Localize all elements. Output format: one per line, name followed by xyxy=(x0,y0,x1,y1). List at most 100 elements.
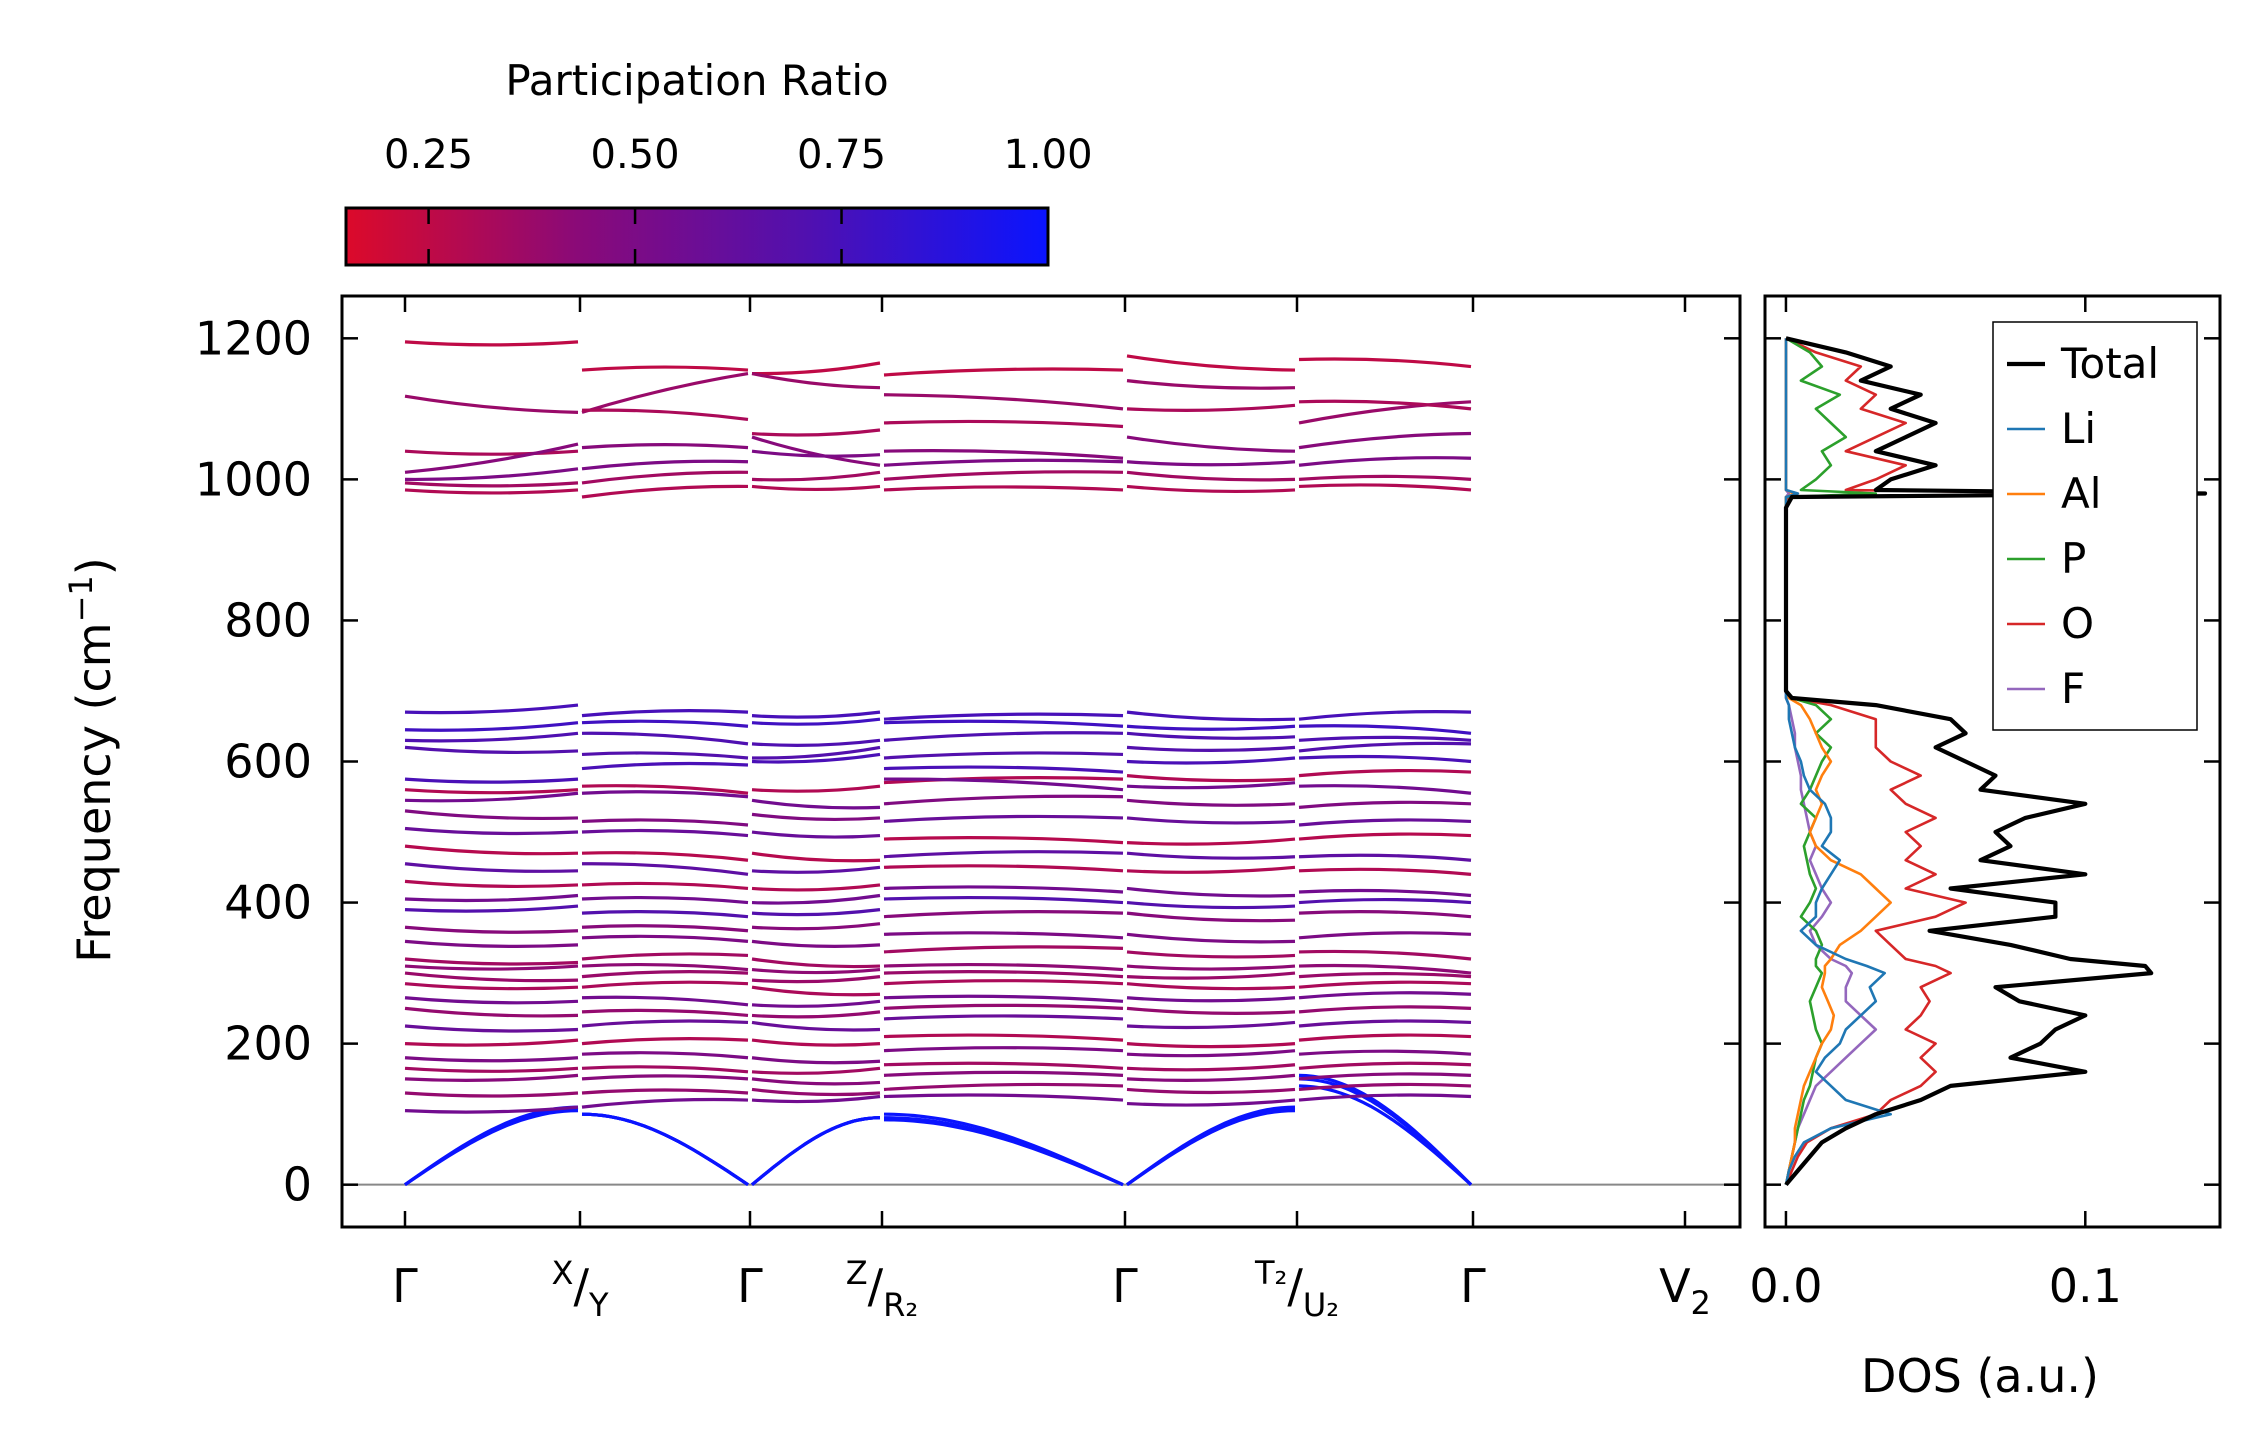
optical-branch xyxy=(1298,972,1472,979)
optical-branch xyxy=(581,910,749,919)
optical-branch xyxy=(581,1019,749,1028)
optical-branch xyxy=(751,893,881,905)
y-tick-label: 400 xyxy=(224,876,312,930)
optical-branch xyxy=(1126,816,1296,825)
optical-branch xyxy=(581,790,749,799)
colorbar-tick-label: 0.25 xyxy=(384,132,473,178)
optical-branch xyxy=(883,751,1124,760)
optical-branch xyxy=(1298,853,1472,862)
acoustic-branch xyxy=(581,1112,749,1187)
optical-branch xyxy=(1298,456,1472,467)
optical-branch xyxy=(1126,354,1296,372)
optical-branch xyxy=(1298,399,1472,411)
optical-branch xyxy=(1126,837,1296,846)
kpoint-label: Γ xyxy=(737,1259,763,1313)
optical-branch xyxy=(1298,710,1472,721)
optical-branch xyxy=(883,864,1124,873)
optical-branch xyxy=(404,862,579,873)
optical-branch xyxy=(751,752,881,764)
optical-branch xyxy=(581,934,749,943)
optical-branch xyxy=(751,784,881,793)
optical-branch xyxy=(1298,867,1472,876)
optical-branch xyxy=(581,372,749,414)
optical-branch xyxy=(1298,1061,1472,1070)
optical-branch xyxy=(1298,754,1472,764)
optical-branch xyxy=(751,372,881,390)
optical-branch xyxy=(751,957,881,969)
band-lines xyxy=(342,340,1740,1187)
optical-branch xyxy=(1298,735,1472,742)
optical-branch xyxy=(751,449,881,458)
optical-branch xyxy=(581,970,749,979)
optical-branch xyxy=(751,883,881,892)
acoustic-branch xyxy=(1298,1073,1473,1186)
optical-branch xyxy=(1298,483,1472,492)
optical-branch xyxy=(1126,1049,1296,1058)
optical-branch xyxy=(581,1051,749,1060)
optical-branch xyxy=(751,1038,881,1047)
kpoint-label: Γ xyxy=(1112,1259,1138,1313)
optical-branch xyxy=(1126,484,1296,494)
optical-branch xyxy=(581,470,749,485)
legend: Total Li Al POF xyxy=(1992,321,2198,731)
optical-branch xyxy=(1126,1087,1296,1095)
optical-branch xyxy=(751,830,881,839)
optical-branch xyxy=(581,952,749,961)
legend-label-f: F xyxy=(2061,664,2085,713)
optical-branch xyxy=(1126,996,1296,1003)
optical-branch xyxy=(751,939,881,948)
acoustic-branch xyxy=(404,1105,579,1187)
optical-branch xyxy=(404,1073,579,1082)
optical-branch xyxy=(404,844,579,856)
optical-branch xyxy=(404,826,579,836)
optical-branch xyxy=(1126,460,1296,467)
optical-branch xyxy=(1298,991,1472,1000)
kpoint-label: Γ xyxy=(392,1259,418,1313)
optical-branch xyxy=(1298,1049,1472,1056)
acoustic-branch xyxy=(404,1106,579,1187)
optical-branch xyxy=(1298,768,1472,778)
optical-branch xyxy=(581,1074,749,1081)
optical-branch xyxy=(1126,1006,1296,1015)
optical-branch xyxy=(883,1033,1124,1042)
optical-branch xyxy=(1126,798,1296,807)
y-axis-label: Frequency (cm−1) xyxy=(62,557,121,962)
optical-branch xyxy=(1126,1098,1296,1107)
legend-label-p: P xyxy=(2061,534,2086,583)
colorbar-title: Participation Ratio xyxy=(505,56,888,105)
optical-branch xyxy=(883,449,1124,460)
acoustic-branch xyxy=(1126,1106,1296,1187)
dos-x-tick-label: 0.0 xyxy=(1749,1259,1822,1313)
legend-label-o: O xyxy=(2061,599,2094,648)
optical-branch xyxy=(404,971,579,983)
optical-branch xyxy=(581,881,749,891)
optical-branch xyxy=(883,712,1124,721)
optical-branch xyxy=(883,931,1124,940)
optical-branch xyxy=(581,365,749,372)
optical-branch xyxy=(404,996,579,1005)
kpoint-label: V2 xyxy=(1659,1259,1711,1322)
optical-branch xyxy=(1298,931,1472,940)
optical-branch xyxy=(404,442,579,474)
optical-branch xyxy=(883,850,1124,859)
optical-branch xyxy=(1126,950,1296,959)
optical-branch xyxy=(581,980,749,989)
optical-branch xyxy=(883,470,1124,481)
optical-branch xyxy=(1298,474,1472,481)
optical-branch xyxy=(404,488,579,495)
optical-branch xyxy=(883,485,1124,492)
optical-branch xyxy=(581,784,749,795)
optical-branch xyxy=(404,467,579,482)
optical-branch xyxy=(404,394,579,414)
optical-branch xyxy=(751,908,881,917)
optical-branch xyxy=(1126,932,1296,944)
optical-branch xyxy=(404,925,579,934)
optical-branch xyxy=(404,1056,579,1063)
optical-branch xyxy=(883,979,1124,986)
optical-branch xyxy=(751,1066,881,1075)
optical-branch xyxy=(883,895,1124,905)
optical-branch xyxy=(581,1088,749,1095)
legend-label-li: Li xyxy=(2061,404,2096,453)
optical-branch xyxy=(751,922,881,931)
acoustic-branch xyxy=(1298,1084,1473,1186)
